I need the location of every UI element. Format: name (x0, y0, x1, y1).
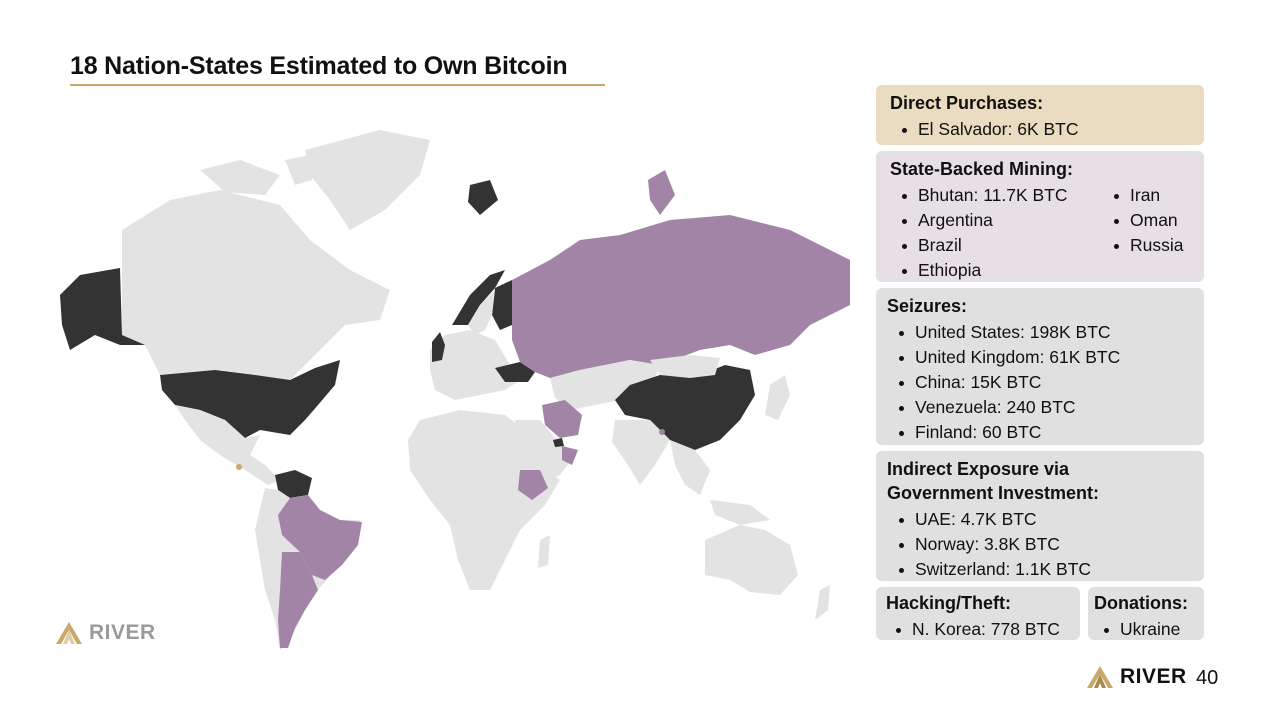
page-number: 40 (1196, 667, 1219, 689)
list-item: Oman (1114, 208, 1184, 233)
list-item: UAE: 4.7K BTC (899, 507, 1190, 532)
map-watermark-logo: RIVER (55, 620, 156, 646)
hacking-heading: Hacking/Theft: (886, 593, 1012, 613)
map-uae (553, 438, 564, 447)
list-item: Ethiopia (902, 258, 1102, 283)
panel-donations: Donations: Ukraine (1088, 587, 1204, 640)
indirect-heading: Indirect Exposure via Government Investm… (887, 457, 1190, 505)
map-bhutan (659, 429, 665, 435)
map-finland (492, 280, 518, 330)
map-uk (432, 332, 445, 362)
map-el-salvador (236, 464, 242, 470)
indirect-heading-line2: Government Investment: (887, 483, 1100, 503)
map-new-zealand (815, 585, 830, 620)
list-item: Brazil (902, 233, 1102, 258)
list-item: Venezuela: 240 BTC (899, 395, 1190, 420)
panel-indirect-exposure: Indirect Exposure via Government Investm… (876, 451, 1204, 581)
map-australia (705, 525, 798, 595)
map-mongolia (650, 355, 720, 378)
panel-seizures: Seizures: United States: 198K BTC United… (876, 288, 1204, 445)
map-sweden (468, 290, 495, 335)
map-venezuela (275, 470, 312, 498)
list-item: Switzerland: 1.1K BTC (899, 557, 1190, 582)
list-item: United Kingdom: 61K BTC (899, 345, 1190, 370)
map-europe (430, 330, 520, 400)
map-svalbard (468, 180, 498, 215)
list-item: Ukraine (1104, 617, 1198, 642)
map-arctic-islands (200, 155, 312, 195)
map-ukraine (495, 362, 535, 382)
footer-logo: RIVER (1086, 664, 1187, 690)
list-item: United States: 198K BTC (899, 320, 1190, 345)
list-item: China: 15K BTC (899, 370, 1190, 395)
map-greenland (305, 130, 430, 230)
map-central-asia (550, 360, 660, 410)
list-item: Norway: 3.8K BTC (899, 532, 1190, 557)
map-brazil (278, 495, 362, 580)
map-southeast-asia (670, 440, 770, 525)
map-usa (160, 360, 340, 438)
panel-state-mining: State-Backed Mining: Bhutan: 11.7K BTC A… (876, 151, 1204, 282)
world-map (60, 130, 850, 650)
map-africa (408, 410, 560, 590)
page-title: 18 Nation-States Estimated to Own Bitcoi… (70, 52, 568, 80)
seizures-heading: Seizures: (887, 296, 968, 316)
map-argentina (278, 552, 318, 648)
direct-heading: Direct Purchases: (890, 93, 1044, 113)
map-watermark-text: RIVER (89, 621, 156, 644)
map-norway (452, 270, 505, 325)
list-item: Russia (1114, 233, 1184, 258)
list-item: Iran (1114, 183, 1184, 208)
map-novaya-zemlya (648, 170, 675, 215)
map-india (612, 420, 670, 485)
map-alaska (60, 268, 145, 350)
footer-brand-text: RIVER (1120, 665, 1187, 688)
list-item: Argentina (902, 208, 1102, 233)
mining-heading: State-Backed Mining: (890, 159, 1074, 179)
map-iran (542, 400, 582, 438)
map-madagascar (538, 535, 550, 568)
river-mountain-logo-icon (56, 622, 82, 644)
title-underline (70, 84, 605, 86)
map-oman (562, 446, 578, 465)
indirect-heading-line1: Indirect Exposure via (887, 459, 1070, 479)
panel-direct-purchases: Direct Purchases: El Salvador: 6K BTC (876, 85, 1204, 145)
map-russia (512, 215, 850, 378)
map-japan (765, 375, 790, 420)
map-ethiopia (518, 470, 548, 500)
map-mexico (175, 405, 280, 485)
list-item: N. Korea: 778 BTC (896, 617, 1070, 642)
map-north-korea (740, 385, 752, 402)
river-mountain-logo-icon (1087, 666, 1113, 688)
panel-hacking-theft: Hacking/Theft: N. Korea: 778 BTC (876, 587, 1080, 640)
donations-heading: Donations: (1094, 593, 1188, 613)
map-canada (122, 190, 390, 380)
list-item: El Salvador: 6K BTC (902, 117, 1190, 142)
list-item: Finland: 60 BTC (899, 420, 1190, 445)
map-china (615, 365, 755, 450)
list-item: Bhutan: 11.7K BTC (902, 183, 1102, 208)
